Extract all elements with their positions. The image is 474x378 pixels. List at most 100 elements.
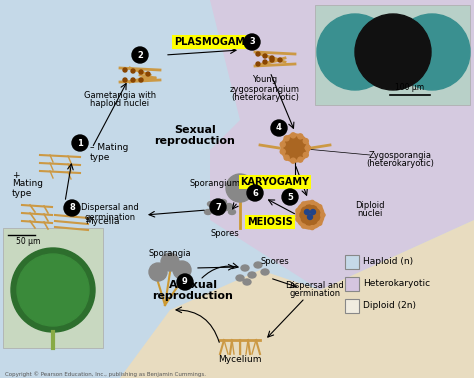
Circle shape [256,62,260,66]
Text: Zygosporangia: Zygosporangia [368,150,431,160]
Circle shape [308,214,312,220]
Circle shape [321,213,325,217]
Circle shape [256,52,260,56]
Ellipse shape [217,209,224,214]
Ellipse shape [219,200,227,204]
Text: type: type [90,152,110,161]
Circle shape [310,226,314,229]
Ellipse shape [222,206,229,211]
Text: 4: 4 [276,124,282,133]
Circle shape [300,205,320,225]
Circle shape [123,68,127,72]
Text: (heterokaryotic): (heterokaryotic) [231,93,299,102]
Circle shape [282,189,298,205]
Circle shape [394,14,470,90]
Text: Haploid (n): Haploid (n) [363,257,413,266]
Ellipse shape [261,269,269,275]
Circle shape [72,135,88,151]
Circle shape [131,69,135,73]
Circle shape [281,134,309,162]
Circle shape [17,254,89,326]
Text: – Mating: – Mating [90,144,128,152]
Circle shape [247,185,263,201]
Text: Copyright © Pearson Education, Inc., publishing as Benjamin Cummings.: Copyright © Pearson Education, Inc., pub… [5,371,206,377]
Text: 8: 8 [69,203,75,212]
FancyBboxPatch shape [345,255,359,269]
Circle shape [291,133,296,138]
Text: 5: 5 [287,192,293,201]
Text: 6: 6 [252,189,258,197]
Polygon shape [120,220,474,378]
Circle shape [296,217,300,222]
Circle shape [131,78,135,82]
Circle shape [296,209,300,212]
Circle shape [132,47,148,63]
Circle shape [296,201,324,229]
Text: Dispersal and: Dispersal and [286,280,344,290]
Circle shape [263,60,267,64]
Circle shape [270,58,274,62]
Circle shape [304,209,310,214]
Text: haploid nuclei: haploid nuclei [91,99,150,108]
Text: Heterokaryotic: Heterokaryotic [363,279,430,288]
Text: 3: 3 [249,37,255,46]
Text: germination: germination [84,212,136,222]
Ellipse shape [204,209,211,214]
Circle shape [226,174,254,202]
Circle shape [284,155,289,160]
Circle shape [210,199,226,215]
Text: nuclei: nuclei [357,209,383,218]
Text: Sporangium: Sporangium [190,178,240,187]
Circle shape [149,263,167,281]
Ellipse shape [228,209,236,214]
Text: zygosporangium: zygosporangium [230,85,300,93]
Circle shape [310,200,314,204]
Circle shape [321,213,325,217]
Circle shape [355,14,431,90]
Text: Spores: Spores [210,228,239,237]
Circle shape [301,224,306,228]
Circle shape [284,137,306,159]
Ellipse shape [226,203,233,209]
Circle shape [64,200,80,216]
Circle shape [305,146,310,150]
Ellipse shape [241,265,249,271]
Circle shape [139,78,143,82]
Circle shape [271,120,287,136]
Polygon shape [210,0,474,290]
Circle shape [301,202,306,206]
Ellipse shape [243,279,251,285]
Circle shape [305,146,310,150]
Text: Spores: Spores [261,257,289,266]
Text: 2: 2 [137,51,143,59]
Text: 50 μm: 50 μm [16,237,40,246]
Text: 100 μm: 100 μm [395,82,425,91]
Circle shape [244,34,260,50]
FancyBboxPatch shape [345,299,359,313]
Ellipse shape [236,275,244,281]
Circle shape [270,56,274,60]
Ellipse shape [210,206,218,211]
Text: Sporangia: Sporangia [149,248,191,257]
Circle shape [280,142,285,147]
Text: PLASMOGAMY: PLASMOGAMY [174,37,252,47]
Circle shape [280,149,285,154]
FancyBboxPatch shape [345,277,359,291]
Text: 1: 1 [77,138,83,147]
Text: Sexual: Sexual [174,125,216,135]
Circle shape [161,253,179,271]
Circle shape [318,221,322,225]
Circle shape [284,136,289,141]
Text: Mating: Mating [12,180,43,189]
Text: (heterokaryotic): (heterokaryotic) [366,160,434,169]
Ellipse shape [248,272,256,278]
Circle shape [139,70,143,74]
Circle shape [11,248,95,332]
Text: type: type [12,189,32,197]
Circle shape [310,209,316,214]
Text: Young: Young [253,76,278,85]
Ellipse shape [254,262,262,268]
Circle shape [177,274,193,290]
Circle shape [123,78,127,82]
Circle shape [318,205,322,209]
